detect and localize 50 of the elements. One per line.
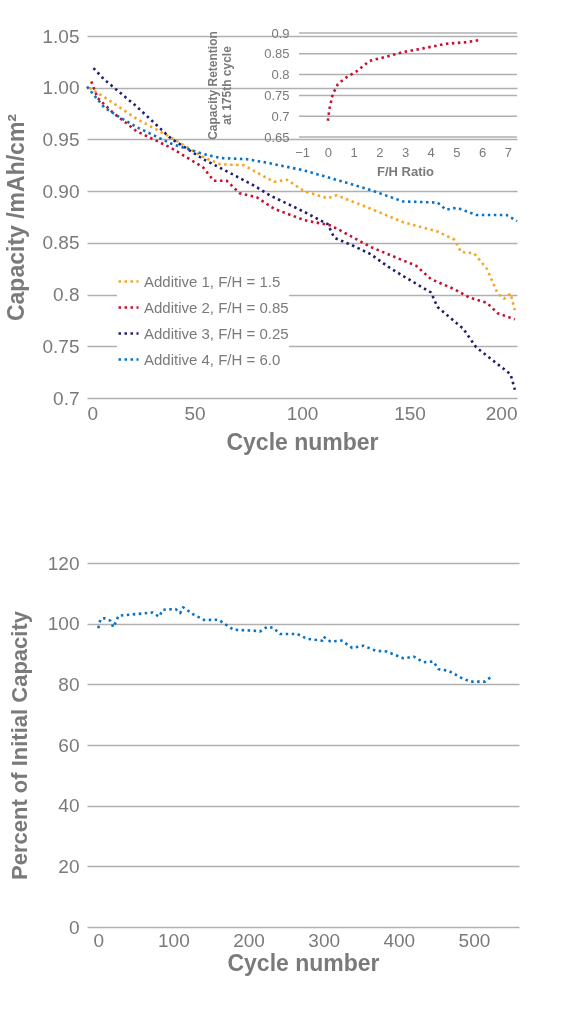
- y-tick-label: 0.90: [42, 180, 80, 202]
- y-tick-label: 1.05: [42, 25, 80, 47]
- x-tick-label: 150: [394, 402, 426, 424]
- x-tick-label: 6: [479, 144, 487, 160]
- x-tick-label: 5: [453, 144, 461, 160]
- y-tick-label: 120: [47, 552, 80, 574]
- y-axis-title: Percent of Initial Capacity: [6, 610, 32, 880]
- legend-label: Additive 3, F/H = 0.25: [144, 324, 289, 342]
- y-tick-label: 0.8: [271, 67, 290, 83]
- x-tick-label: 7: [504, 144, 512, 160]
- x-tick-label: 4: [427, 144, 435, 160]
- y-tick-label: 100: [47, 613, 80, 635]
- legend-label: Additive 2, F/H = 0.85: [144, 298, 289, 316]
- legend-label: Additive 1, F/H = 1.5: [144, 272, 281, 290]
- y-tick-label: 0.85: [42, 232, 80, 254]
- x-tick-label: 400: [383, 929, 416, 951]
- x-tick-label: 200: [485, 402, 518, 424]
- y-tick-label: 1.00: [42, 77, 80, 99]
- x-tick-label: 0: [93, 929, 105, 951]
- x-axis-title: Cycle number: [227, 949, 380, 976]
- x-tick-label: −1: [295, 144, 311, 160]
- y-tick-label: 80: [58, 673, 80, 695]
- x-tick-label: 200: [233, 929, 265, 951]
- y-tick-label: 0.8: [53, 284, 80, 306]
- legend-label: Additive 4, F/H = 6.0: [144, 350, 281, 368]
- x-axis-title: Cycle number: [226, 428, 379, 455]
- y-tick-label: 60: [58, 734, 80, 756]
- x-tick-label: 100: [158, 929, 190, 951]
- y-tick-label: 0.95: [42, 128, 80, 150]
- y-tick-label: 0.75: [42, 335, 80, 357]
- line-series: [96, 605, 492, 683]
- y-axis-title: Capacity Retention at 175th cycle: [206, 31, 235, 140]
- x-tick-label: 0: [87, 402, 99, 424]
- x-tick-label: 100: [286, 402, 319, 424]
- y-tick-label: 0.7: [53, 387, 80, 409]
- y-tick-label: 0.85: [264, 46, 290, 62]
- x-tick-label: 500: [458, 929, 491, 951]
- x-axis-title: F/H Ratio: [376, 163, 435, 179]
- y-tick-label: 0.75: [264, 87, 290, 103]
- x-tick-label: 300: [308, 929, 341, 951]
- x-tick-label: 2: [376, 144, 384, 160]
- x-tick-label: 0: [324, 144, 332, 160]
- line-series: [326, 38, 481, 123]
- x-tick-label: 3: [401, 144, 410, 160]
- y-tick-label: 20: [58, 855, 80, 877]
- y-tick-label: 40: [58, 795, 80, 817]
- y-axis-title: Capacity /mAh/cm²: [2, 113, 29, 322]
- y-tick-label: 0.7: [271, 108, 290, 124]
- x-tick-label: 50: [184, 402, 206, 424]
- x-tick-label: 1: [350, 144, 358, 160]
